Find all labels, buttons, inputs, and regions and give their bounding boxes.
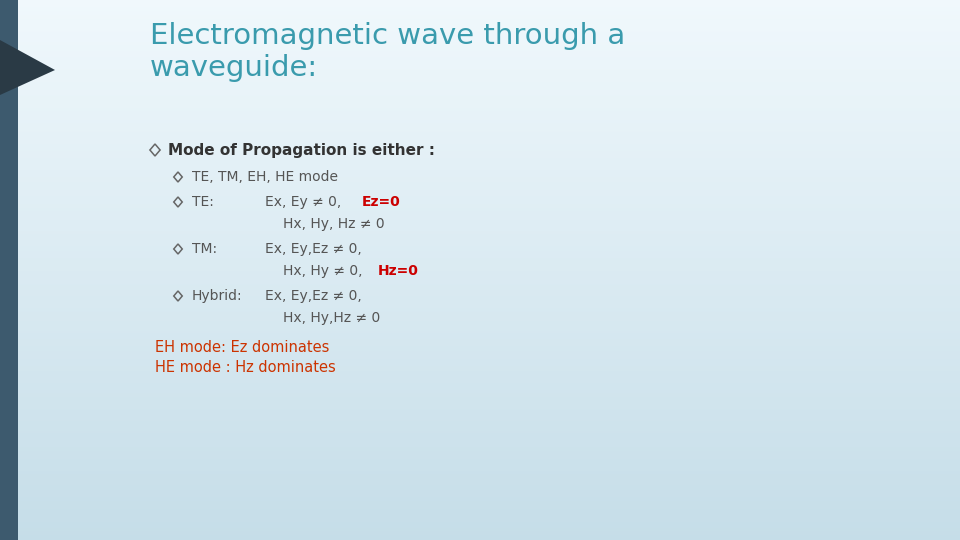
Text: Hybrid:: Hybrid: [192, 289, 243, 303]
Bar [0, 0, 18, 540]
Text: Mode of Propagation is either :: Mode of Propagation is either : [168, 143, 435, 158]
Text: Hx, Hy,Hz ≠ 0: Hx, Hy,Hz ≠ 0 [283, 311, 380, 325]
Text: Ez=0: Ez=0 [362, 195, 400, 209]
Text: TM:: TM: [192, 242, 217, 256]
Text: Ex, Ey,Ez ≠ 0,: Ex, Ey,Ez ≠ 0, [265, 242, 362, 256]
Text: Electromagnetic wave through a: Electromagnetic wave through a [150, 22, 625, 50]
Text: Hx, Hy ≠ 0,: Hx, Hy ≠ 0, [283, 264, 370, 278]
Text: Ex, Ey ≠ 0,: Ex, Ey ≠ 0, [265, 195, 348, 209]
Text: Hz=0: Hz=0 [378, 264, 419, 278]
Text: Hx, Hy, Hz ≠ 0: Hx, Hy, Hz ≠ 0 [283, 217, 385, 231]
Text: EH mode: Ez dominates: EH mode: Ez dominates [155, 340, 329, 354]
Text: HE mode : Hz dominates: HE mode : Hz dominates [155, 361, 336, 375]
Text: waveguide:: waveguide: [150, 54, 318, 82]
Polygon shape [0, 40, 55, 95]
Text: Ex, Ey,Ez ≠ 0,: Ex, Ey,Ez ≠ 0, [265, 289, 362, 303]
Text: TE:: TE: [192, 195, 214, 209]
Text: TE, TM, EH, HE mode: TE, TM, EH, HE mode [192, 170, 338, 184]
